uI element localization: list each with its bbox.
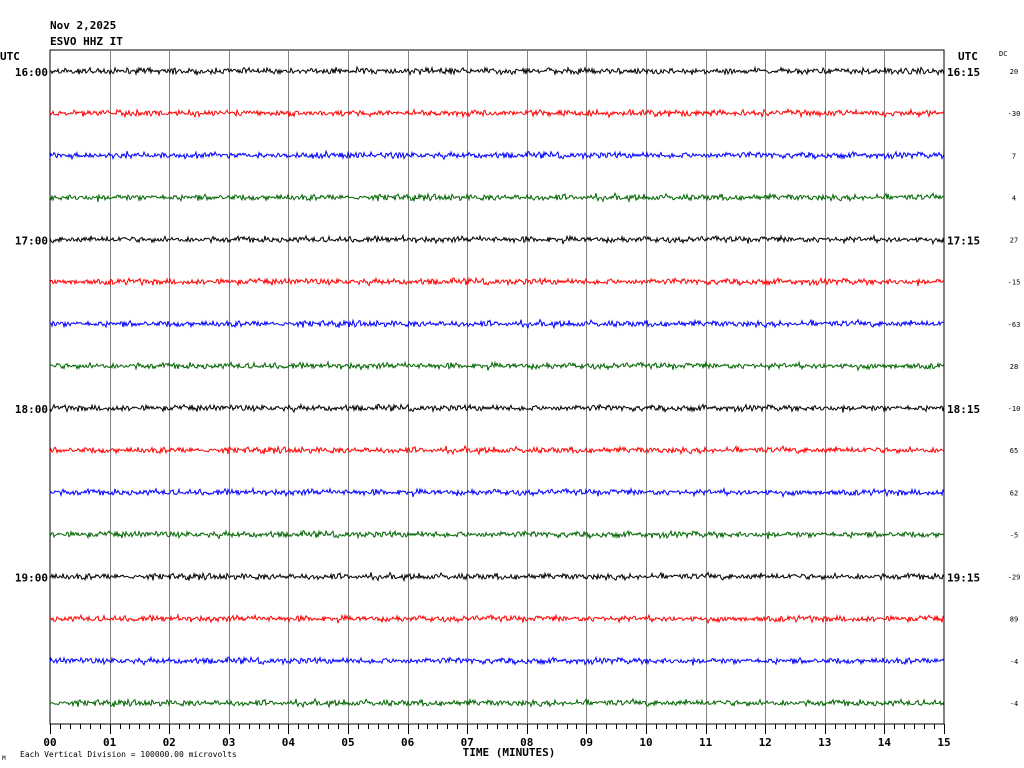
plot-frame [49,49,945,725]
dc-offset-label: 28 [1010,363,1018,371]
dc-offset-label: -10 [1008,405,1021,413]
row-time-label-left: 16:00 [15,66,48,79]
dc-offset-label: -4 [1010,658,1018,666]
plot-date: Nov 2,2025 [50,19,117,32]
dc-offset-label: 7 [1012,152,1016,160]
x-axis-title: TIME (MINUTES) [463,746,556,759]
seismic-trace [49,486,945,499]
seismic-trace [49,318,945,330]
x-tick-label: 09 [580,736,593,749]
row-time-label-right: 16:15 [947,66,980,79]
x-tick-label: 02 [163,736,176,749]
seismic-trace [49,192,945,204]
x-tick-label: 11 [699,736,713,749]
x-tick-label: 01 [103,736,117,749]
dc-offset-label: -63 [1008,321,1021,329]
seismic-trace [49,107,945,119]
dc-offset-label: 89 [1010,616,1018,624]
row-time-label-left: 18:00 [15,403,48,416]
dc-offset-label: -4 [1010,700,1018,708]
x-tick-label: 03 [222,736,235,749]
seismic-trace [49,402,945,414]
x-tick-label: 15 [937,736,950,749]
seismic-trace [49,360,945,372]
row-time-label-left: 19:00 [15,572,48,585]
utc-label-left: UTC [0,50,20,63]
x-tick-label: 14 [878,736,892,749]
utc-label-right: UTC [958,50,978,63]
row-time-label-left: 17:00 [15,235,48,248]
dc-offset-label: -29 [1008,574,1021,582]
x-tick-label: 12 [759,736,772,749]
x-tick-label: 04 [282,736,296,749]
row-time-label-right: 18:15 [947,403,980,416]
corner-mark: M [2,755,6,762]
seismic-trace [49,444,945,456]
dc-offset-label: -30 [1008,110,1021,118]
seismic-trace [49,697,945,709]
seismic-trace [49,655,945,666]
row-time-label-right: 19:15 [947,572,980,585]
seismic-trace [49,65,945,77]
dc-offset-label: 27 [1010,237,1018,245]
dc-offset-label: 65 [1010,447,1018,455]
x-tick-label: 10 [639,736,652,749]
seismic-trace [49,529,945,540]
dc-column-header: DC [999,50,1008,58]
scale-note: Each Vertical Division = 100000.00 micro… [20,750,237,759]
x-tick-label: 06 [401,736,415,749]
dc-offset-label: -5 [1010,531,1018,539]
station-code: ESVO HHZ IT [50,35,123,48]
x-tick-label: 07 [461,736,474,749]
seismic-trace [49,276,945,287]
seismic-trace [49,571,945,583]
dc-offset-label: -15 [1008,279,1021,287]
dc-offset-label: 20 [1010,68,1018,76]
row-time-label-right: 17:15 [947,235,980,248]
x-tick-label: 05 [341,736,354,749]
x-tick-label: 08 [520,736,533,749]
seismic-trace [49,149,945,161]
seismic-trace [49,612,945,625]
dc-offset-label: 62 [1010,489,1018,497]
x-tick-label: 13 [818,736,831,749]
dc-offset-label: 4 [1012,194,1016,202]
seismic-trace [49,233,945,246]
x-tick-label: 00 [43,736,56,749]
